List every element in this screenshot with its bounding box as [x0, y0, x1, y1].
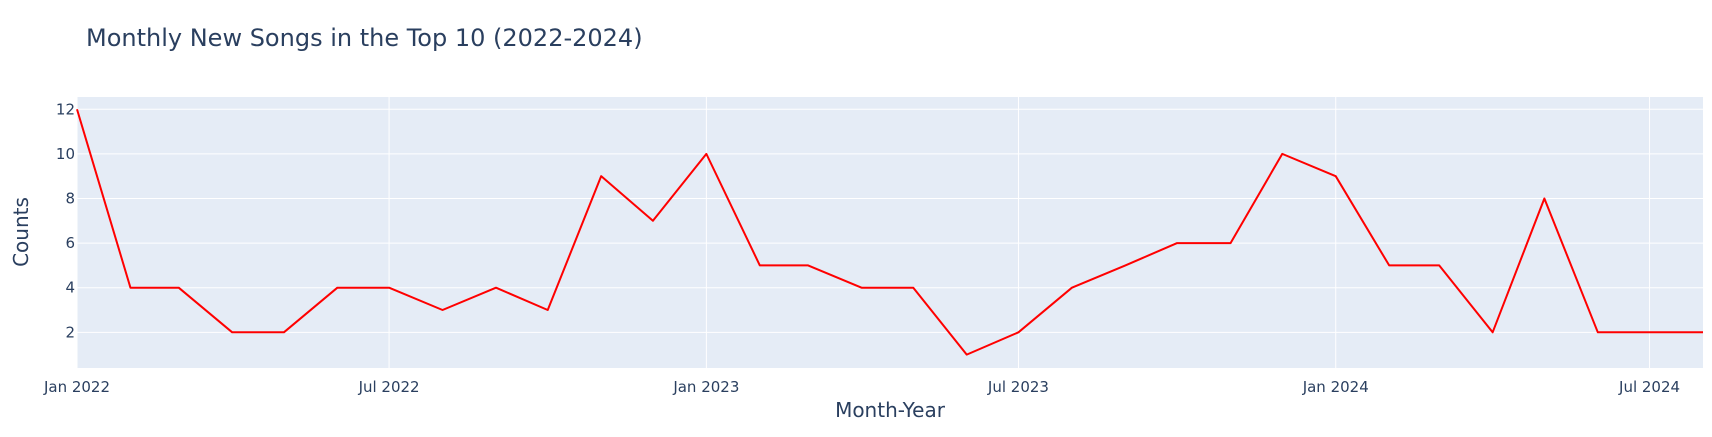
x-axis-ticks: Jan 2022 Jul 2022 Jan 2023 Jul 2023 Jan 2024… — [43, 378, 1680, 396]
y-tick-label: 12 — [56, 100, 75, 118]
y-axis-title: Counts — [9, 197, 33, 267]
x-tick-label: Jan 2024 — [1302, 378, 1369, 396]
y-tick-label: 8 — [65, 189, 75, 207]
y-tick-label: 2 — [65, 323, 75, 341]
x-axis-title: Month-Year — [835, 398, 946, 422]
series-line — [76, 108, 1703, 356]
series-layer — [76, 108, 1703, 356]
chart-title: Monthly New Songs in the Top 10 (2022-20… — [86, 24, 643, 52]
x-tick-label: Jul 2022 — [358, 378, 420, 396]
y-tick-label: 10 — [56, 145, 75, 163]
y-tick-label: 4 — [65, 279, 75, 297]
x-tick-label: Jul 2023 — [987, 378, 1049, 396]
y-tick-label: 6 — [65, 234, 75, 252]
x-tick-label: Jan 2023 — [672, 378, 739, 396]
plot-area — [77, 97, 1703, 368]
x-tick-label: Jul 2024 — [1618, 378, 1680, 396]
x-tick-label: Jan 2022 — [43, 378, 110, 396]
y-axis-ticks: 2 4 6 8 10 12 — [56, 100, 75, 341]
grid-lines — [76, 97, 1703, 368]
